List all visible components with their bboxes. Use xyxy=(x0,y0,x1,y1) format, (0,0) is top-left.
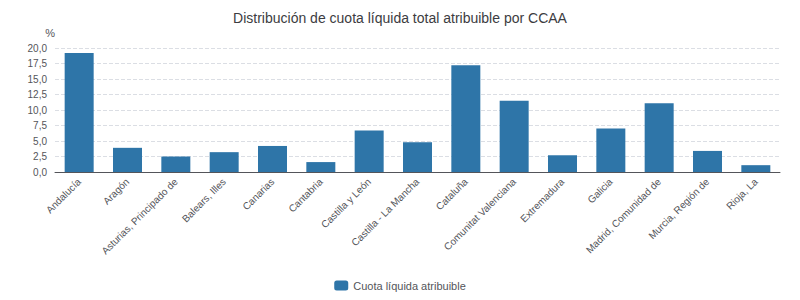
svg-text:20,0: 20,0 xyxy=(28,43,48,54)
svg-text:Aragón: Aragón xyxy=(101,176,132,207)
svg-text:Madrid, Comunidad de: Madrid, Comunidad de xyxy=(584,176,664,256)
svg-text:Cataluña: Cataluña xyxy=(434,176,470,212)
svg-text:Asturias, Principado de: Asturias, Principado de xyxy=(99,176,180,257)
svg-text:Castilla y León: Castilla y León xyxy=(319,176,373,230)
svg-text:Canarias: Canarias xyxy=(240,176,276,212)
svg-text:15,0: 15,0 xyxy=(28,74,48,85)
svg-text:5,0: 5,0 xyxy=(33,136,47,147)
svg-text:Murcia, Región de: Murcia, Región de xyxy=(646,176,711,241)
svg-text:Andalucía: Andalucía xyxy=(44,176,83,215)
svg-text:Extremadura: Extremadura xyxy=(518,176,567,225)
svg-text:10,0: 10,0 xyxy=(28,105,48,116)
svg-text:Cantabria: Cantabria xyxy=(286,176,325,215)
svg-text:Comunitat Valenciana: Comunitat Valenciana xyxy=(442,176,519,253)
svg-text:Galicia: Galicia xyxy=(585,176,615,206)
svg-text:%: % xyxy=(45,27,55,39)
svg-text:Rioja, La: Rioja, La xyxy=(724,176,760,212)
svg-text:Balears, Illes: Balears, Illes xyxy=(180,176,228,224)
svg-text:Distribución de cuota líquida: Distribución de cuota líquida total atri… xyxy=(233,10,568,26)
svg-text:12,5: 12,5 xyxy=(28,89,48,100)
svg-text:17,5: 17,5 xyxy=(28,58,48,69)
svg-text:7,5: 7,5 xyxy=(33,120,47,131)
svg-text:Cuota líquida atribuible: Cuota líquida atribuible xyxy=(353,280,466,292)
svg-text:2,5: 2,5 xyxy=(33,151,47,162)
svg-text:0,0: 0,0 xyxy=(33,167,47,178)
svg-text:Castilla - La Mancha: Castilla - La Mancha xyxy=(349,176,421,248)
